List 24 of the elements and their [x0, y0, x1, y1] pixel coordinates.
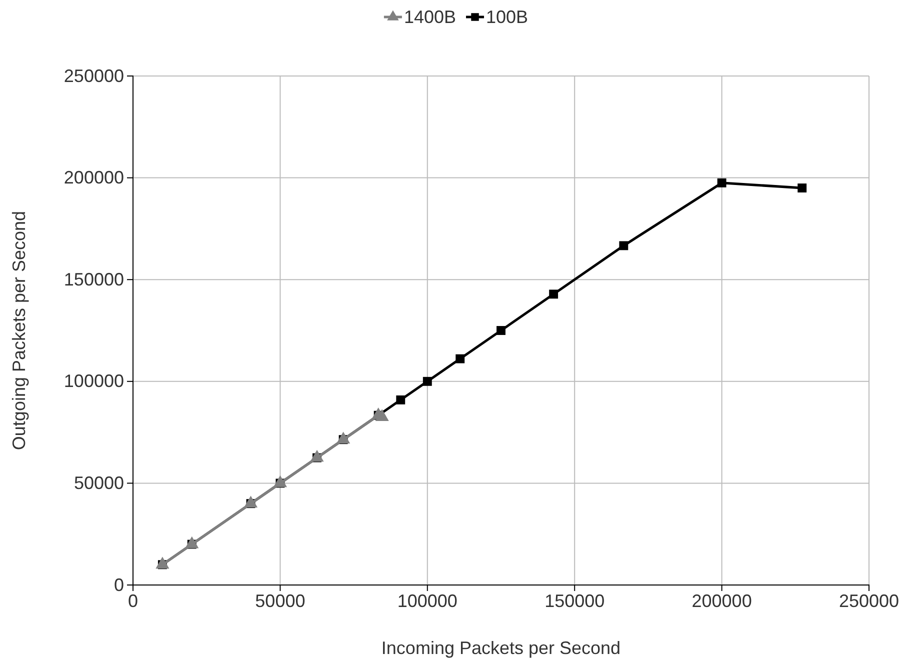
x-tick-label: 0 [128, 590, 138, 611]
legend-label: 100B [486, 7, 528, 27]
point [798, 184, 807, 192]
point [717, 178, 726, 188]
y-tick-label: 50000 [74, 472, 124, 493]
point [396, 395, 406, 404]
x-tick-label: 100000 [397, 590, 458, 611]
x-axis-title: Incoming Packets per Second [381, 638, 621, 658]
point [456, 354, 465, 364]
point [496, 326, 506, 335]
point [619, 241, 628, 250]
y-tick-label: 150000 [64, 269, 124, 290]
x-tick-label: 250000 [838, 590, 900, 611]
x-tick-label: 150000 [544, 590, 605, 611]
y-tick-label: 0 [114, 574, 124, 595]
point [422, 376, 432, 386]
y-axis-title: Outgoing Packets per Second [9, 210, 29, 450]
y-tick-label: 100000 [64, 371, 124, 392]
y-tick-label: 200000 [64, 168, 124, 188]
x-tick-label: 50000 [255, 590, 306, 611]
y-tick-label: 250000 [64, 66, 124, 86]
legend-label: 1400B [404, 7, 456, 27]
point [549, 290, 558, 299]
x-tick-label: 200000 [692, 590, 752, 611]
